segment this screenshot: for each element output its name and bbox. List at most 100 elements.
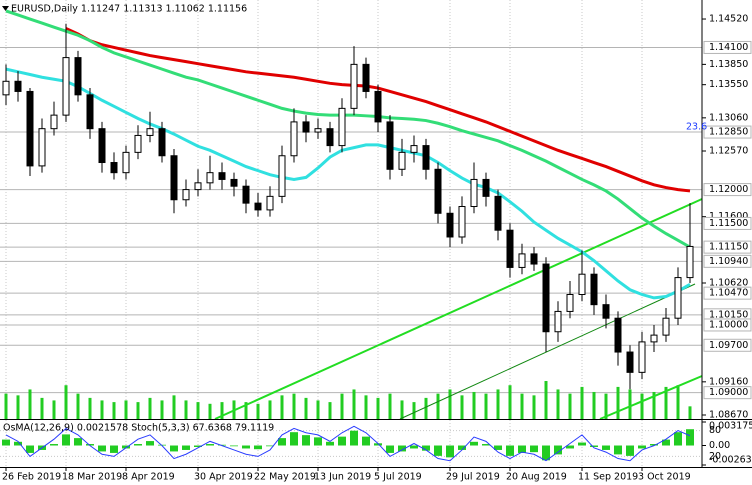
y-tick-label: 1.13550 [709, 79, 748, 90]
osma-bar [398, 445, 406, 452]
candle-body [206, 172, 214, 184]
volume-bar [568, 393, 572, 419]
y-tick-label: 1.13850 [709, 59, 748, 70]
osma-bar [614, 445, 622, 455]
candle-body [362, 63, 370, 92]
volume-bar [220, 402, 224, 419]
volume-bar [316, 400, 320, 419]
candle-body [62, 57, 70, 116]
level-box [703, 125, 752, 139]
volume-bar [196, 402, 200, 419]
osma-bar [518, 445, 526, 453]
level-box [703, 254, 752, 268]
y-tick-label: 1.13060 [709, 112, 748, 123]
volume-bar [256, 403, 260, 419]
osma-bar [326, 441, 334, 446]
candle-body [170, 155, 178, 201]
volume-bar [136, 402, 140, 419]
candle-body [110, 162, 118, 174]
volume-bar [124, 400, 128, 419]
y-tick-label: 1.08670 [709, 409, 748, 420]
volume-bar [4, 393, 8, 419]
osma-bar [542, 445, 550, 461]
volume-bar [532, 395, 536, 419]
osma-bar [638, 445, 646, 449]
trend-line [399, 283, 696, 420]
osma-bar [350, 430, 358, 446]
volume-bar [448, 389, 452, 419]
volume-bar [292, 393, 296, 419]
volume-bar [460, 395, 464, 419]
osma-bar [554, 445, 562, 455]
volume-bar [628, 389, 632, 419]
volume-bar [556, 389, 560, 419]
volume-bar [40, 397, 44, 419]
moving-average [5, 9, 691, 249]
osma-bar [374, 443, 382, 446]
osma-bar [386, 445, 394, 453]
osma-bar [458, 445, 466, 450]
candle-body [554, 310, 562, 333]
x-tick-label: 13 Jun 2019 [314, 472, 371, 483]
level-label: 1.10150 [709, 309, 748, 320]
candle-body [434, 168, 442, 214]
osma-bar [74, 438, 82, 446]
candle-body [338, 107, 346, 147]
x-tick-label: 11 Sep 2019 [578, 472, 638, 483]
volume-bar [28, 389, 32, 419]
axis-layer: 26 Feb 2019 18 Mar 2019 8 Apr 2019 30 Apr 2… [2, 14, 752, 483]
volume-bar [580, 386, 584, 419]
volume-bar [592, 391, 596, 419]
candle-body [86, 94, 94, 130]
volume-bar [376, 397, 380, 419]
level-label: 1.10940 [709, 256, 748, 267]
moving-average [5, 67, 691, 300]
volume-bar [88, 397, 92, 419]
level-box [703, 216, 752, 230]
candle-body [98, 128, 106, 164]
x-tick-label: 18 Mar 2019 [62, 472, 122, 483]
volume-bar [352, 389, 356, 419]
volume-bar [52, 400, 56, 419]
candle-body [530, 253, 538, 265]
osma-bar [494, 445, 502, 450]
level-label: 1.12850 [709, 127, 748, 138]
candle-body [410, 145, 418, 153]
level-box [703, 338, 752, 352]
volume-bar [640, 393, 644, 419]
grid-layer [0, 0, 702, 467]
volume-bar [112, 402, 116, 419]
osma-bar [2, 439, 10, 446]
osma-bar [290, 432, 298, 446]
osma-bar [278, 438, 286, 446]
y-tick-label: 1.12570 [709, 146, 748, 157]
level-box [703, 40, 752, 54]
candle-body [458, 206, 466, 238]
volume-bar [16, 395, 20, 419]
candle-body [266, 195, 274, 211]
candle-body [614, 317, 622, 353]
osma-bar [482, 444, 490, 446]
candle-body [662, 317, 670, 336]
candle-body [494, 195, 502, 231]
level-label: 1.11150 [709, 242, 748, 253]
volume-bar [64, 385, 68, 419]
volume-bar [160, 400, 164, 419]
stoch-line [5, 425, 691, 462]
chart-title: EURUSD,Daily 1.11247 1.11313 1.11062 1.1… [11, 4, 247, 15]
candle-body [446, 212, 454, 238]
volume-bar [664, 386, 668, 419]
osma-bar [662, 439, 670, 446]
x-tick-label: 22 May 2019 [254, 472, 316, 483]
volume-layer [4, 381, 692, 419]
candle-body [38, 128, 46, 167]
candle-body [254, 202, 262, 211]
osma-bar [50, 444, 58, 446]
candle-body [230, 178, 238, 187]
candle-body [650, 334, 658, 343]
indicator-layer [0, 425, 702, 462]
volume-bar [496, 389, 500, 419]
osma-bar [182, 445, 190, 450]
osma-bar [410, 445, 418, 449]
volume-bar [436, 393, 440, 419]
